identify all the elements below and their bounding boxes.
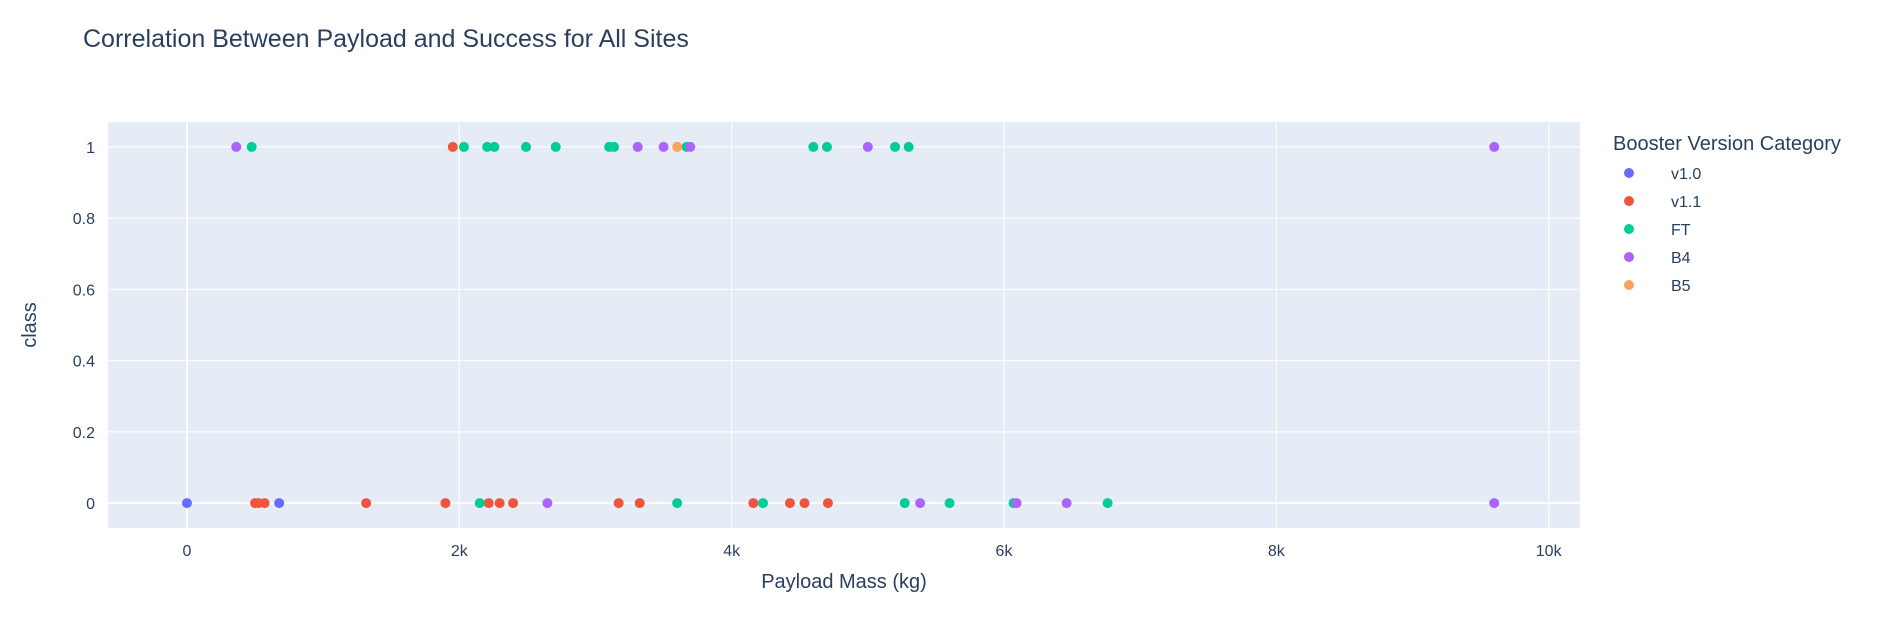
data-point	[231, 141, 242, 152]
data-point	[1489, 141, 1500, 152]
x-tick-label: 8k	[1268, 543, 1286, 560]
y-tick-label: 0.4	[73, 354, 95, 371]
y-axis-ticks: 0 0.2 0.4 0.6 0.8 1	[73, 140, 95, 513]
legend-marker	[1624, 252, 1634, 262]
x-axis-title: Payload Mass (kg)	[761, 571, 927, 593]
data-point	[799, 498, 810, 509]
data-point	[542, 498, 553, 509]
data-point	[508, 498, 519, 509]
data-point	[672, 498, 683, 509]
x-tick-label: 4k	[723, 543, 741, 560]
data-point	[181, 498, 192, 509]
legend-label: B4	[1671, 250, 1691, 267]
data-point	[634, 498, 645, 509]
data-point	[613, 498, 624, 509]
legend: v1.0 v1.1 FT B4 B5	[1624, 166, 1701, 295]
series-v1-1	[250, 141, 833, 509]
chart-title: Correlation Between Payload and Success …	[83, 25, 689, 53]
data-point	[915, 498, 926, 509]
grid-lines	[108, 122, 1580, 528]
data-point	[483, 498, 494, 509]
legend-marker	[1624, 196, 1634, 206]
data-point	[1102, 498, 1113, 509]
data-point	[658, 141, 669, 152]
data-point	[672, 141, 683, 152]
y-tick-label: 1	[86, 140, 95, 157]
series-b5	[672, 141, 683, 152]
data-point	[890, 141, 901, 152]
y-axis-title: class	[19, 302, 41, 348]
data-point	[447, 141, 458, 152]
x-axis-ticks: 0 2k 4k 6k 8k 10k	[183, 543, 1563, 560]
series-v1-0	[181, 498, 285, 509]
data-point	[489, 141, 500, 152]
data-point	[458, 141, 469, 152]
legend-item[interactable]: v1.0	[1624, 166, 1701, 183]
legend-item[interactable]: FT	[1624, 222, 1691, 239]
data-points	[181, 141, 1500, 509]
legend-label: v1.0	[1671, 166, 1701, 183]
legend-label: FT	[1671, 222, 1691, 239]
data-point	[808, 141, 819, 152]
legend-marker	[1624, 168, 1634, 178]
x-tick-label: 2k	[451, 543, 469, 560]
legend-item[interactable]: B5	[1624, 278, 1691, 295]
data-point	[361, 498, 372, 509]
y-tick-label: 0.8	[73, 211, 95, 228]
x-tick-label: 6k	[996, 543, 1014, 560]
data-point	[494, 498, 505, 509]
series-b4	[231, 141, 1500, 509]
legend-item[interactable]: v1.1	[1624, 194, 1701, 211]
data-point	[862, 141, 873, 152]
data-point	[757, 498, 768, 509]
data-point	[1011, 498, 1022, 509]
data-point	[274, 498, 285, 509]
data-point	[1489, 498, 1500, 509]
data-point	[550, 141, 561, 152]
data-point	[903, 141, 914, 152]
x-tick-label: 10k	[1536, 543, 1563, 560]
y-tick-label: 0.6	[73, 282, 95, 299]
legend-title: Booster Version Category	[1613, 133, 1841, 155]
data-point	[944, 498, 955, 509]
legend-label: B5	[1671, 278, 1691, 295]
data-point	[259, 498, 270, 509]
x-tick-label: 0	[183, 543, 192, 560]
data-point	[822, 498, 833, 509]
data-point	[1061, 498, 1072, 509]
data-point	[246, 141, 257, 152]
data-point	[474, 498, 485, 509]
data-point	[440, 498, 451, 509]
data-point	[521, 141, 532, 152]
data-point	[899, 498, 910, 509]
data-point	[784, 498, 795, 509]
data-point	[482, 141, 493, 152]
plot-area	[108, 122, 1580, 528]
legend-marker	[1624, 280, 1634, 290]
data-point	[685, 141, 696, 152]
y-tick-label: 0.2	[73, 425, 95, 442]
data-point	[821, 141, 832, 152]
data-point	[632, 141, 643, 152]
legend-label: v1.1	[1671, 194, 1701, 211]
y-tick-label: 0	[86, 496, 95, 513]
data-point	[748, 498, 759, 509]
legend-item[interactable]: B4	[1624, 250, 1691, 267]
data-point	[609, 141, 620, 152]
legend-marker	[1624, 224, 1634, 234]
series-ft	[246, 141, 1113, 509]
